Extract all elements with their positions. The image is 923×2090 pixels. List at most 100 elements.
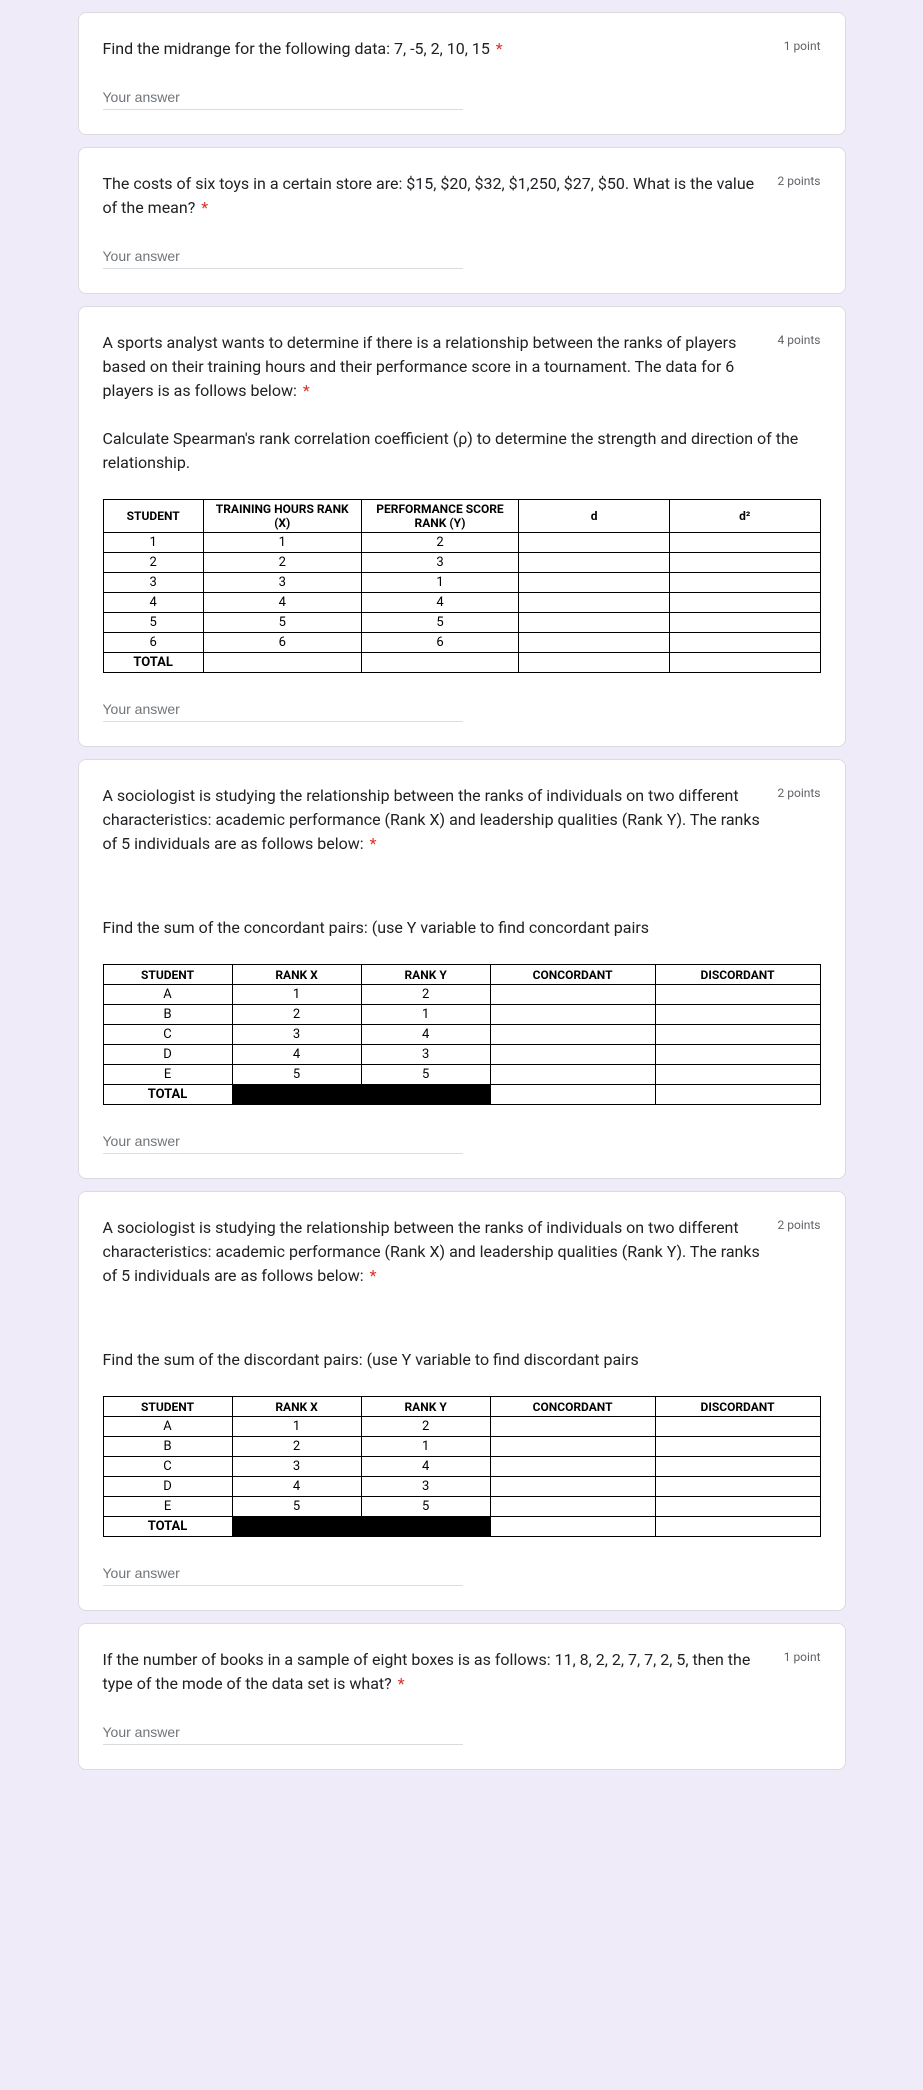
question-description: Calculate Spearman's rank correlation co… xyxy=(103,427,821,475)
question-card-3: A sports analyst wants to determine if t… xyxy=(78,306,846,747)
table-cell: 4 xyxy=(361,593,519,613)
table-cell xyxy=(519,633,670,653)
table-cell xyxy=(361,653,519,673)
col-disc: DISCORDANT xyxy=(655,965,820,985)
table-cell: 6 xyxy=(361,633,519,653)
table-cell: 6 xyxy=(103,633,203,653)
table-cell: A xyxy=(103,1417,232,1437)
table-cell: 1 xyxy=(361,1005,490,1025)
col-student: STUDENT xyxy=(103,500,203,533)
table-cell xyxy=(655,985,820,1005)
table-cell xyxy=(669,553,820,573)
table-cell xyxy=(655,1065,820,1085)
table-cell: 1 xyxy=(232,985,361,1005)
table-cell: 2 xyxy=(232,1437,361,1457)
table-cell: 3 xyxy=(361,553,519,573)
table-row: 555 xyxy=(103,613,820,633)
question-label: Find the midrange for the following data… xyxy=(103,39,490,58)
question-header: A sports analyst wants to determine if t… xyxy=(103,331,821,403)
table-row: A12 xyxy=(103,1417,820,1437)
table-cell: E xyxy=(103,1065,232,1085)
answer-input[interactable] xyxy=(103,85,463,110)
required-asterisk: * xyxy=(398,1674,405,1693)
table-cell xyxy=(669,573,820,593)
table-cell: C xyxy=(103,1025,232,1045)
table-cell xyxy=(490,1457,655,1477)
table-cell: 3 xyxy=(361,1045,490,1065)
answer-input[interactable] xyxy=(103,1720,463,1745)
form-container: Find the midrange for the following data… xyxy=(78,0,846,1794)
col-x: RANK X xyxy=(232,965,361,985)
table-cell: B xyxy=(103,1005,232,1025)
table-total-row: TOTAL xyxy=(103,1085,820,1105)
answer-input[interactable] xyxy=(103,697,463,722)
question-description: Find the sum of the concordant pairs: (u… xyxy=(103,916,821,940)
discordant-table: STUDENT RANK X RANK Y CONCORDANT DISCORD… xyxy=(103,1396,821,1537)
table-cell: 1 xyxy=(361,573,519,593)
table-cell xyxy=(655,1457,820,1477)
table-cell xyxy=(669,633,820,653)
table-cell xyxy=(655,1497,820,1517)
required-asterisk: * xyxy=(370,1266,377,1285)
table-cell: 2 xyxy=(103,553,203,573)
table-cell xyxy=(490,1477,655,1497)
col-x: TRAINING HOURS RANK (X) xyxy=(203,500,361,533)
answer-input[interactable] xyxy=(103,244,463,269)
table-cell xyxy=(490,1437,655,1457)
table-cell: 5 xyxy=(203,613,361,633)
table-header-row: STUDENT RANK X RANK Y CONCORDANT DISCORD… xyxy=(103,965,820,985)
question-header: If the number of books in a sample of ei… xyxy=(103,1648,821,1696)
question-text: Find the midrange for the following data… xyxy=(103,37,776,61)
table-cell: 4 xyxy=(103,593,203,613)
table-cell xyxy=(655,1025,820,1045)
table-cell: 5 xyxy=(103,613,203,633)
table-cell: 2 xyxy=(361,1417,490,1437)
table-cell xyxy=(669,533,820,553)
black-cell xyxy=(361,1517,490,1537)
question-text: The costs of six toys in a certain store… xyxy=(103,172,770,220)
table-row: 223 xyxy=(103,553,820,573)
table-row: B21 xyxy=(103,1005,820,1025)
table-row: D43 xyxy=(103,1045,820,1065)
question-text: If the number of books in a sample of ei… xyxy=(103,1648,776,1696)
question-card-6: If the number of books in a sample of ei… xyxy=(78,1623,846,1770)
table-cell xyxy=(669,613,820,633)
col-student: STUDENT xyxy=(103,965,232,985)
table-cell xyxy=(519,613,670,633)
table-cell: 3 xyxy=(232,1457,361,1477)
table-cell: 2 xyxy=(232,1005,361,1025)
table-header-row: STUDENT TRAINING HOURS RANK (X) PERFORMA… xyxy=(103,500,820,533)
table-cell xyxy=(490,1005,655,1025)
table-cell xyxy=(490,1025,655,1045)
table-cell: 1 xyxy=(361,1437,490,1457)
table-cell: 4 xyxy=(361,1457,490,1477)
question-label: If the number of books in a sample of ei… xyxy=(103,1650,751,1693)
table-cell xyxy=(519,533,670,553)
answer-input[interactable] xyxy=(103,1561,463,1586)
table-cell: 4 xyxy=(232,1045,361,1065)
table-cell: A xyxy=(103,985,232,1005)
col-d2: d² xyxy=(669,500,820,533)
table-cell xyxy=(519,553,670,573)
points-label: 2 points xyxy=(778,172,821,188)
col-d: d xyxy=(519,500,670,533)
required-asterisk: * xyxy=(496,39,503,58)
question-header: Find the midrange for the following data… xyxy=(103,37,821,61)
question-card-4: A sociologist is studying the relationsh… xyxy=(78,759,846,1179)
points-label: 4 points xyxy=(778,331,821,347)
table-cell: B xyxy=(103,1437,232,1457)
answer-input[interactable] xyxy=(103,1129,463,1154)
table-row: C34 xyxy=(103,1025,820,1045)
table-cell: 2 xyxy=(203,553,361,573)
question-card-1: Find the midrange for the following data… xyxy=(78,12,846,135)
black-cell xyxy=(361,1085,490,1105)
table-row: D43 xyxy=(103,1477,820,1497)
question-header: A sociologist is studying the relationsh… xyxy=(103,1216,821,1288)
table-cell: 4 xyxy=(361,1025,490,1045)
total-label: TOTAL xyxy=(103,653,203,673)
table-total-row: TOTAL xyxy=(103,1517,820,1537)
table-cell: 4 xyxy=(203,593,361,613)
table-cell xyxy=(490,1085,655,1105)
table-cell: 3 xyxy=(361,1477,490,1497)
points-label: 1 point xyxy=(784,1648,821,1664)
